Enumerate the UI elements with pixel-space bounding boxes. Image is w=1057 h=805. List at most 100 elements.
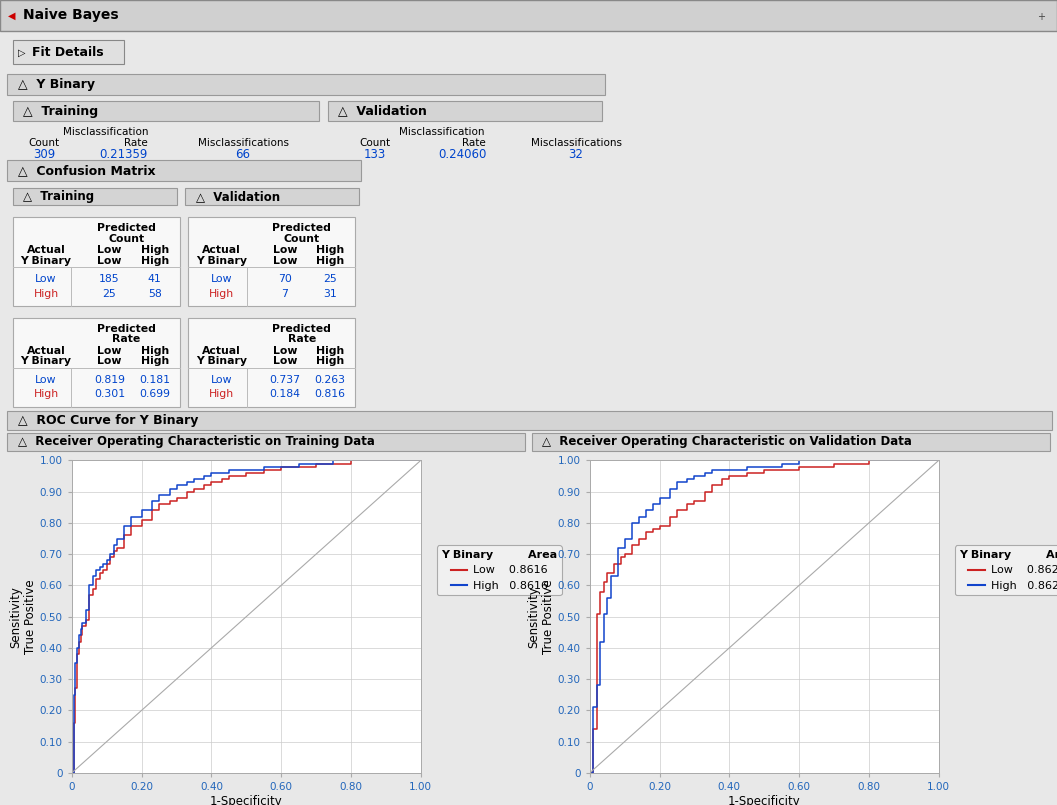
High: [90, 565, 103, 575]
Low: [79, 615, 92, 625]
High: [74, 625, 87, 634]
Text: Count: Count: [283, 233, 320, 244]
High: [71, 643, 84, 653]
Low: [68, 718, 80, 728]
High: [591, 680, 604, 690]
Text: High: High: [34, 389, 58, 399]
X-axis label: 1-Specificity
False Positive: 1-Specificity False Positive: [207, 795, 285, 805]
High: [108, 540, 120, 550]
High: [68, 690, 80, 700]
Low: [82, 590, 96, 600]
Text: Low: Low: [97, 345, 122, 356]
High: [73, 630, 86, 640]
Text: △  Validation: △ Validation: [196, 190, 280, 203]
High: [639, 506, 652, 515]
Text: △  Training: △ Training: [23, 190, 94, 203]
Y-axis label: Sensitivity
True Positive: Sensitivity True Positive: [10, 580, 37, 654]
FancyBboxPatch shape: [7, 160, 361, 181]
Text: △  Confusion Matrix: △ Confusion Matrix: [18, 164, 155, 177]
Low: [135, 515, 148, 525]
Text: Misclassification: Misclassification: [400, 127, 484, 137]
Low: [93, 568, 106, 578]
Text: ▷: ▷: [18, 47, 25, 57]
Low: [897, 456, 910, 465]
Text: Actual: Actual: [202, 245, 241, 255]
High: [216, 469, 228, 478]
High: [181, 477, 193, 487]
Low: [125, 521, 137, 530]
Line: High: High: [72, 460, 421, 773]
Text: Y Binary: Y Binary: [196, 256, 247, 266]
Low: [863, 456, 875, 465]
High: [79, 605, 92, 615]
Y-axis label: Sensitivity
True Positive: Sensitivity True Positive: [527, 580, 555, 654]
High: [170, 481, 183, 490]
Text: △  Validation: △ Validation: [338, 105, 427, 118]
FancyBboxPatch shape: [7, 74, 605, 95]
Legend: Low    0.8616, High   0.8616: Low 0.8616, High 0.8616: [437, 546, 561, 596]
High: [76, 618, 89, 628]
High: [776, 459, 789, 469]
High: [163, 484, 175, 493]
High: [118, 521, 131, 530]
Text: Low: Low: [210, 275, 233, 284]
Text: +: +: [1037, 12, 1045, 22]
Low: [723, 471, 736, 481]
Low: [688, 496, 701, 506]
High: [135, 506, 148, 515]
Text: High: High: [316, 245, 345, 255]
FancyBboxPatch shape: [13, 188, 177, 205]
Text: High: High: [141, 345, 169, 356]
Low: [104, 552, 116, 562]
Text: Rate: Rate: [125, 138, 148, 148]
Low: [608, 559, 620, 568]
High: [275, 462, 288, 472]
Low: [100, 559, 113, 568]
Low: [681, 499, 693, 509]
Text: Count: Count: [108, 233, 145, 244]
High: [897, 456, 910, 465]
High: [583, 768, 596, 778]
Low: [414, 456, 427, 465]
Text: High: High: [316, 256, 345, 266]
Low: [379, 456, 392, 465]
High: [653, 493, 666, 503]
Text: Fit Details: Fit Details: [32, 46, 104, 59]
Text: 0.819: 0.819: [94, 375, 125, 385]
High: [205, 469, 218, 478]
High: [153, 490, 166, 500]
Low: [597, 577, 610, 587]
FancyBboxPatch shape: [328, 101, 602, 121]
High: [716, 465, 728, 475]
High: [681, 474, 693, 484]
Text: Low: Low: [273, 345, 297, 356]
Low: [216, 474, 228, 484]
Text: 41: 41: [148, 275, 162, 284]
FancyBboxPatch shape: [1031, 6, 1052, 27]
High: [758, 462, 771, 472]
High: [361, 456, 375, 465]
Text: Y Binary: Y Binary: [196, 357, 247, 366]
Text: Actual: Actual: [26, 345, 66, 356]
Low: [69, 683, 81, 693]
Text: Actual: Actual: [202, 345, 241, 356]
High: [618, 534, 631, 543]
Text: 25: 25: [103, 288, 116, 299]
Low: [76, 621, 89, 631]
Low: [776, 465, 789, 475]
High: [125, 512, 137, 522]
Text: Rate: Rate: [463, 138, 486, 148]
Text: 0.263: 0.263: [315, 375, 346, 385]
Text: Low: Low: [273, 245, 297, 255]
High: [310, 459, 322, 469]
FancyBboxPatch shape: [188, 217, 355, 306]
Low: [626, 540, 638, 550]
Legend: Low    0.8620, High   0.8620: Low 0.8620, High 0.8620: [954, 546, 1057, 596]
Text: Count: Count: [359, 138, 391, 148]
High: [293, 459, 305, 469]
Text: Y Binary: Y Binary: [20, 357, 72, 366]
High: [379, 456, 392, 465]
Low: [97, 565, 110, 575]
Low: [699, 487, 711, 497]
Low: [601, 568, 614, 578]
